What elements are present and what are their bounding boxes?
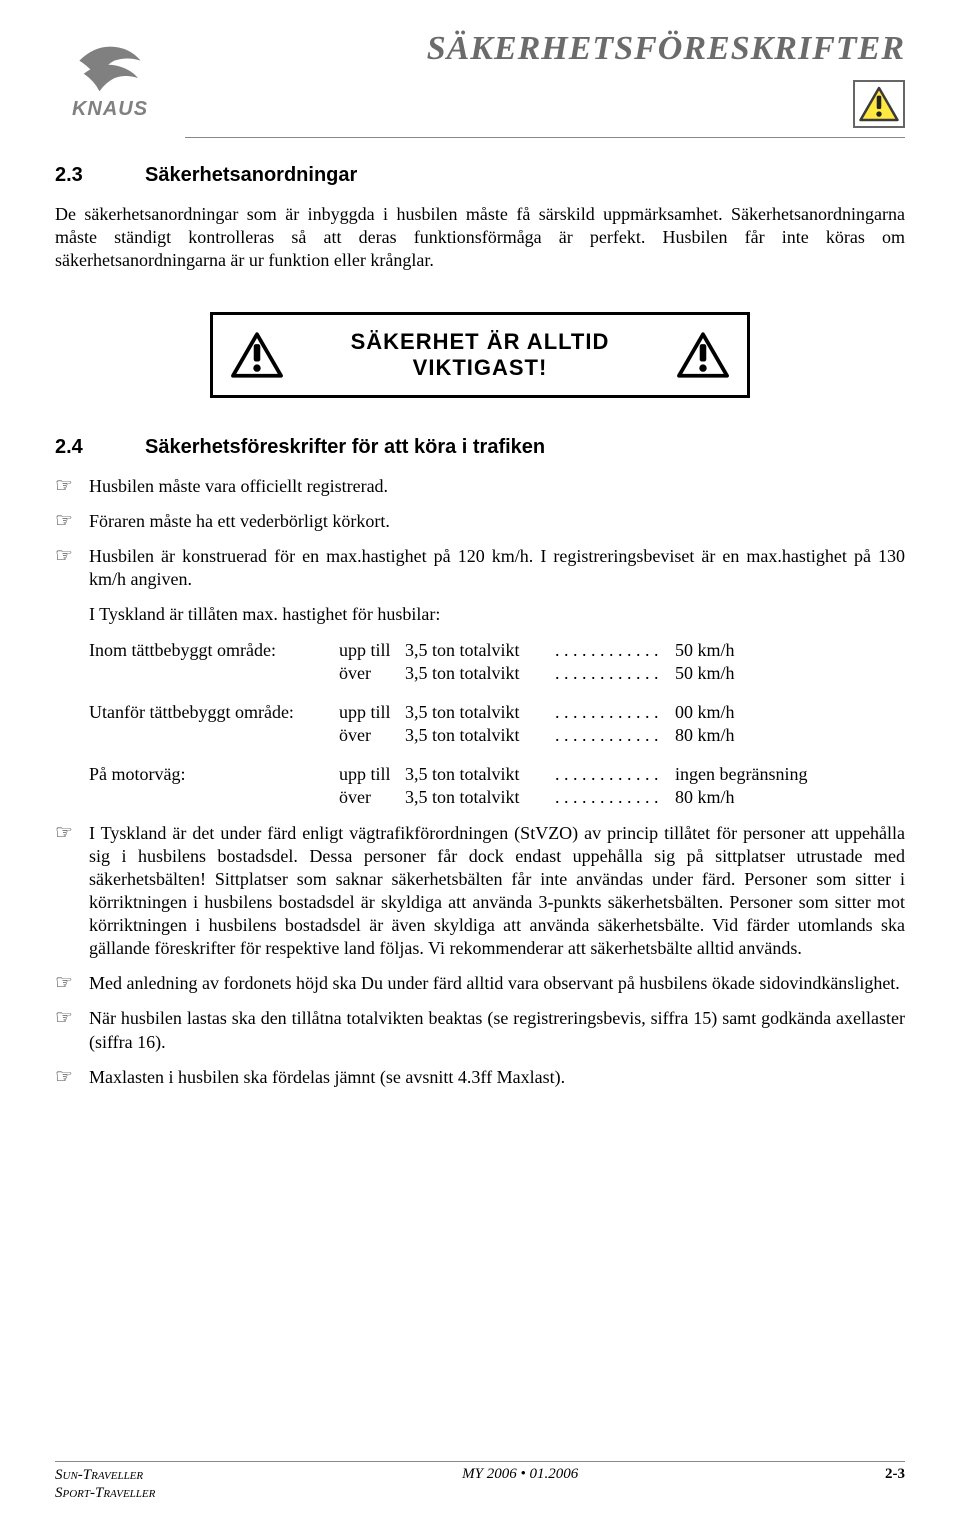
- pointer-icon: ☞: [55, 1007, 89, 1053]
- list-item: ☞ Maxlasten i husbilen ska fördelas jämn…: [55, 1066, 905, 1089]
- page-title: SÄKERHETSFÖRESKRIFTER: [165, 30, 905, 68]
- footer-version: MY 2006 • 01.2006: [462, 1466, 578, 1502]
- alert-text: SÄKERHET ÄR ALLTID VIKTIGAST!: [285, 329, 675, 381]
- section-2-4-heading: 2.4Säkerhetsföreskrifter för att köra i …: [55, 436, 905, 459]
- header-rule: [185, 137, 905, 138]
- swallow-icon: [65, 30, 155, 100]
- list-item: ☞ När husbilen lastas ska den tillåtna t…: [55, 1007, 905, 1053]
- section-2-3-para: De säkerhetsanordningar som är inbyggda …: [55, 203, 905, 272]
- list-item: ☞ Husbilen är konstruerad för en max.has…: [55, 545, 905, 591]
- page-footer: Sun-Traveller Sport-Traveller MY 2006 • …: [55, 1461, 905, 1502]
- list-item: ☞ Husbilen måste vara officiellt registr…: [55, 475, 905, 498]
- section-2-3-heading: 2.3Säkerhetsanordningar: [55, 164, 905, 187]
- pointer-icon: ☞: [55, 475, 89, 498]
- footer-model-1: Sun-Traveller: [55, 1466, 155, 1484]
- list-item: ☞ Med anledning av fordonets höjd ska Du…: [55, 972, 905, 995]
- warning-icon: [853, 80, 905, 128]
- warning-icon: [229, 331, 285, 379]
- pointer-icon: ☞: [55, 972, 89, 995]
- footer-model-2: Sport-Traveller: [55, 1484, 155, 1502]
- list-item: ☞ I Tyskland är det under färd enligt vä…: [55, 822, 905, 960]
- pointer-icon: ☞: [55, 1066, 89, 1089]
- warning-icon: [675, 331, 731, 379]
- safety-alert-box: SÄKERHET ÄR ALLTID VIKTIGAST!: [210, 312, 750, 398]
- brand-name: KNAUS: [72, 98, 148, 121]
- pointer-icon: ☞: [55, 545, 89, 591]
- speed-intro: I Tyskland är tillåten max. hastighet fö…: [89, 603, 905, 626]
- brand-logo: KNAUS: [55, 30, 165, 121]
- pointer-icon: ☞: [55, 822, 89, 960]
- speed-table: Inom tättbebyggt område: upp till 3,5 to…: [89, 640, 905, 808]
- list-item: ☞ Föraren måste ha ett vederbörligt körk…: [55, 510, 905, 533]
- page-number: 2-3: [885, 1466, 905, 1502]
- pointer-icon: ☞: [55, 510, 89, 533]
